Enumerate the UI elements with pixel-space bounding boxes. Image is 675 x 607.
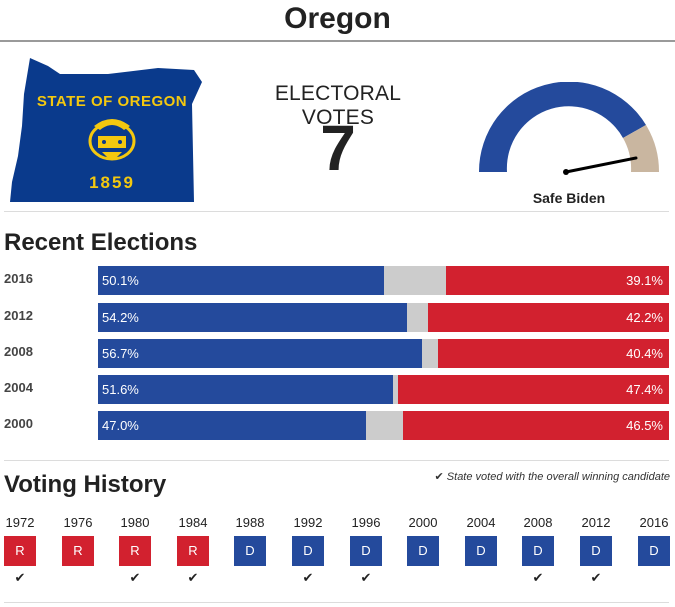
rep-share-label: 47.4% [626, 382, 663, 397]
election-year-label: 2004 [4, 380, 33, 395]
oregon-flag-map: STATE OF OREGON 1859 [10, 58, 202, 202]
section-divider [4, 211, 669, 212]
title-divider [0, 40, 675, 42]
rep-share-label: 40.4% [626, 346, 663, 361]
gauge-dem-arc [478, 82, 646, 172]
history-year: 1988 [235, 515, 265, 530]
rep-share-label: 46.5% [626, 418, 663, 433]
seal-year: 1859 [89, 173, 135, 192]
history-year: 1984 [178, 515, 208, 530]
dem-share-bar: 50.1% [98, 266, 385, 295]
winner-legend-text: State voted with the overall winning can… [446, 471, 670, 483]
history-year: 1972 [5, 515, 35, 530]
rep-share-bar: 47.4% [398, 375, 669, 404]
rep-share-bar: 39.1% [445, 266, 669, 295]
dem-share-label: 51.6% [102, 382, 139, 397]
history-year: 1976 [63, 515, 93, 530]
history-year: 2012 [581, 515, 611, 530]
seal-icon [88, 119, 136, 161]
dem-share-label: 50.1% [102, 273, 139, 288]
republican-win-badge: R [4, 536, 36, 566]
democratic-win-badge: D [638, 536, 670, 566]
electoral-votes-label: ELECTORAL VOTES [274, 82, 402, 129]
history-year: 2008 [523, 515, 553, 530]
democratic-win-badge: D [350, 536, 382, 566]
winner-legend: ✔ State voted with the overall winning c… [420, 470, 670, 483]
section-divider [4, 460, 669, 461]
election-year-label: 2008 [4, 344, 33, 359]
democratic-win-badge: D [407, 536, 439, 566]
rating-gauge [478, 82, 660, 175]
election-result-bar: 54.2% 42.2% [98, 303, 669, 332]
dem-share-label: 56.7% [102, 346, 139, 361]
other-share-bar [384, 266, 446, 295]
history-year: 2004 [466, 515, 496, 530]
democratic-win-badge: D [580, 536, 612, 566]
history-year: 1996 [351, 515, 381, 530]
election-year-label: 2000 [4, 416, 33, 431]
democratic-win-badge: D [234, 536, 266, 566]
electoral-votes-count: 7 [320, 112, 356, 184]
history-year: 1980 [120, 515, 150, 530]
republican-win-badge: R [119, 536, 151, 566]
republican-win-badge: R [177, 536, 209, 566]
history-year: 1992 [293, 515, 323, 530]
other-share-bar [421, 339, 439, 368]
election-year-label: 2012 [4, 308, 33, 323]
other-share-bar [407, 303, 429, 332]
check-icon: ✔ [434, 471, 444, 483]
page-title: Oregon [284, 2, 391, 35]
dem-share-label: 47.0% [102, 418, 139, 433]
voting-history-heading: Voting History [4, 471, 167, 498]
rating-label: Safe Biden [532, 190, 606, 206]
election-year-label: 2016 [4, 271, 33, 286]
other-share-bar [366, 411, 404, 440]
check-icon: ✔ [360, 570, 372, 585]
section-divider [4, 602, 669, 603]
check-icon: ✔ [14, 570, 26, 585]
republican-win-badge: R [62, 536, 94, 566]
check-icon: ✔ [129, 570, 141, 585]
election-result-bar: 47.0% 46.5% [98, 411, 669, 440]
rep-share-label: 42.2% [626, 310, 663, 325]
rep-share-bar: 42.2% [428, 303, 669, 332]
dem-share-bar: 47.0% [98, 411, 367, 440]
history-year: 2000 [408, 515, 438, 530]
dem-share-bar: 56.7% [98, 339, 422, 368]
democratic-win-badge: D [522, 536, 554, 566]
check-icon: ✔ [302, 570, 314, 585]
other-share-bar [392, 375, 399, 404]
dem-share-bar: 54.2% [98, 303, 408, 332]
recent-elections-heading: Recent Elections [4, 229, 198, 256]
democratic-win-badge: D [292, 536, 324, 566]
rep-share-label: 39.1% [626, 273, 663, 288]
election-result-bar: 50.1% 39.1% [98, 266, 669, 295]
rep-share-bar: 46.5% [403, 411, 669, 440]
election-result-bar: 56.7% 40.4% [98, 339, 669, 368]
oregon-state-shape [10, 58, 202, 202]
rep-share-bar: 40.4% [438, 339, 669, 368]
check-icon: ✔ [590, 570, 602, 585]
history-year: 2016 [639, 515, 669, 530]
seal-top-text: STATE OF OREGON [37, 93, 187, 110]
election-result-bar: 51.6% 47.4% [98, 375, 669, 404]
gauge-needle [564, 156, 638, 174]
dem-share-label: 54.2% [102, 310, 139, 325]
check-icon: ✔ [187, 570, 199, 585]
democratic-win-badge: D [465, 536, 497, 566]
dem-share-bar: 51.6% [98, 375, 393, 404]
check-icon: ✔ [532, 570, 544, 585]
